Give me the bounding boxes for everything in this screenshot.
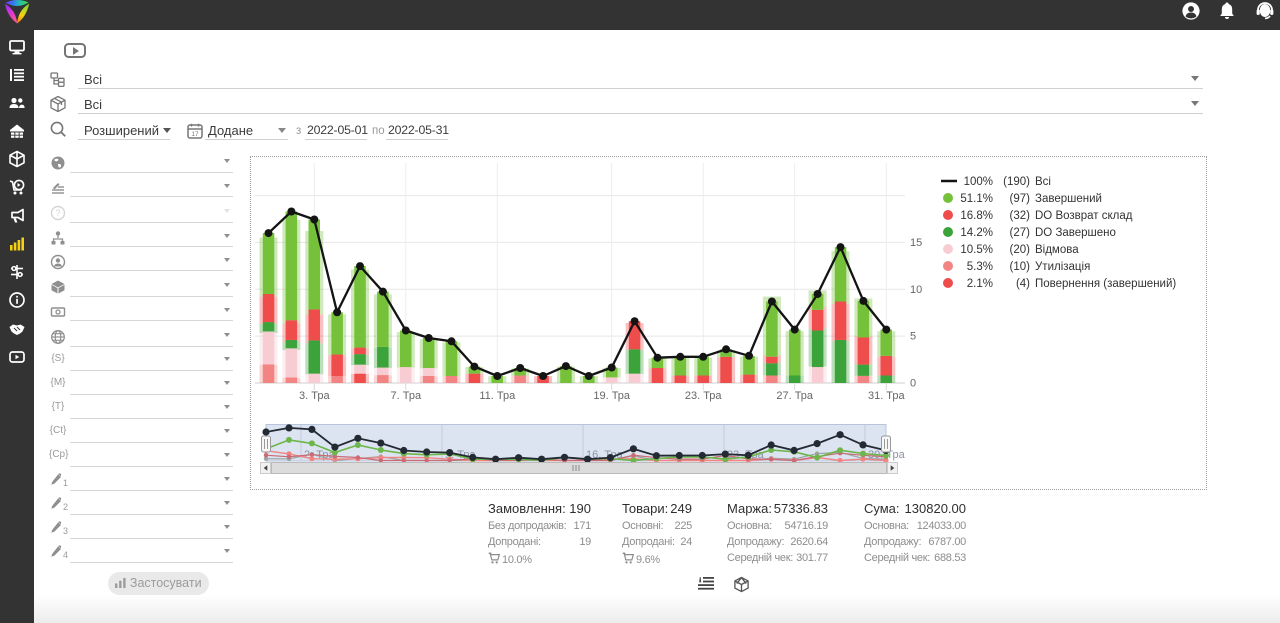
svg-text:(4): (4) xyxy=(1016,278,1030,290)
svg-text:(20): (20) xyxy=(1010,244,1031,256)
svg-text:31. Тра: 31. Тра xyxy=(868,390,906,402)
svg-text:Утилізація: Утилізація xyxy=(1035,261,1090,273)
svg-text:Всі: Всі xyxy=(1035,176,1051,188)
svg-text:23. Тра: 23. Тра xyxy=(685,390,723,402)
svg-text:51.1%: 51.1% xyxy=(960,193,993,205)
svg-text:DO Возврат склад: DO Возврат склад xyxy=(1035,210,1133,222)
svg-text:14.2%: 14.2% xyxy=(960,227,993,239)
svg-text:15: 15 xyxy=(910,237,922,249)
svg-text:5.3%: 5.3% xyxy=(967,261,993,273)
svg-text:(97): (97) xyxy=(1010,193,1031,205)
svg-text:(190): (190) xyxy=(1003,176,1030,188)
svg-text:2.1%: 2.1% xyxy=(967,278,993,290)
svg-text:17: 17 xyxy=(191,131,199,138)
svg-text:0: 0 xyxy=(910,378,916,390)
svg-text:27. Тра: 27. Тра xyxy=(776,390,814,402)
svg-text:3. Тра: 3. Тра xyxy=(299,390,330,402)
svg-text:(32): (32) xyxy=(1010,210,1031,222)
svg-text:11. Тра: 11. Тра xyxy=(479,390,516,402)
svg-text:10: 10 xyxy=(910,284,922,296)
svg-text:7. Тра: 7. Тра xyxy=(391,390,422,402)
svg-text:16.8%: 16.8% xyxy=(960,210,993,222)
svg-text:Повернення (завершений): Повернення (завершений) xyxy=(1035,278,1176,290)
svg-text:(10): (10) xyxy=(1010,261,1031,273)
svg-text:?: ? xyxy=(55,208,60,218)
svg-text:100%: 100% xyxy=(964,176,993,188)
svg-text:10.5%: 10.5% xyxy=(960,244,993,256)
svg-text:(27): (27) xyxy=(1010,227,1031,239)
svg-text:DO Завершено: DO Завершено xyxy=(1035,227,1116,239)
svg-text:Завершений: Завершений xyxy=(1035,193,1102,205)
svg-text:5: 5 xyxy=(910,331,916,343)
svg-text:19. Тра: 19. Тра xyxy=(593,390,631,402)
svg-text:Відмова: Відмова xyxy=(1035,244,1079,256)
